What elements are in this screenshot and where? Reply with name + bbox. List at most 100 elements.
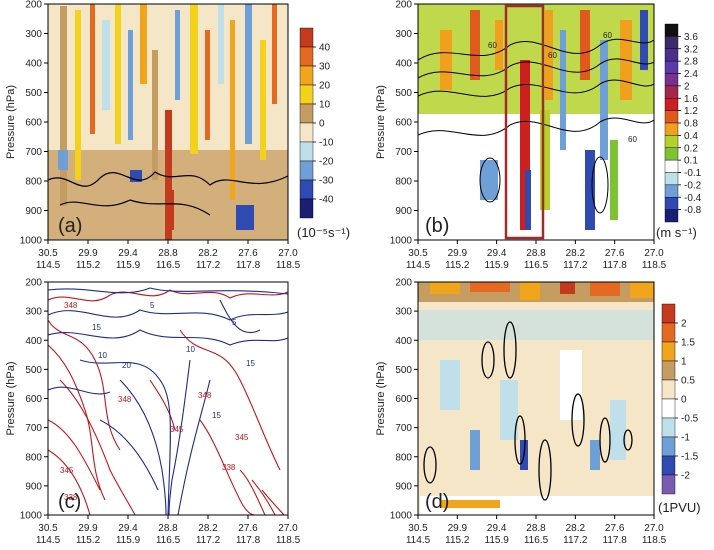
colorbar-tick-label: 0 (681, 395, 687, 406)
panel-b-highlight-box (504, 4, 545, 240)
colorbar-tick-label: -0.4 (684, 193, 702, 204)
panel-c-wind-label-6: 20 (122, 361, 131, 370)
panel-c-label: (c) (58, 491, 81, 513)
x-tick-lon-label: 118.5 (642, 535, 667, 546)
x-tick-lat-label: 29.9 (78, 248, 98, 259)
y-tick-label: 800 (395, 452, 412, 463)
panel-d-label: (d) (425, 491, 449, 513)
x-tick-lat-label: 29.4 (118, 248, 138, 259)
panel-c-wind-label-8: 15 (246, 359, 255, 368)
colorbar-tick-label: 1 (681, 357, 687, 368)
axes: 200300400500600700800900100030.5114.529.… (5, 0, 667, 546)
panel-c: 348 348 348 345 345 345 338 338 5 10 10 … (47, 281, 289, 516)
x-tick-lat-label: 28.8 (526, 523, 546, 534)
colorbar-swatch (299, 198, 314, 219)
x-tick-lon-label: 116.5 (524, 535, 549, 546)
panel-c-wind-label-4: 15 (92, 323, 101, 332)
panel-a: (a) (47, 3, 289, 241)
y-tick-label: 500 (395, 365, 412, 376)
panel-c-theta-label-8: 338 (222, 463, 236, 472)
y-tick-label: 500 (25, 88, 42, 99)
x-tick-lat-label: 30.5 (38, 523, 58, 534)
x-tick-lat-label: 27.6 (238, 523, 258, 534)
panel-d-shading (418, 282, 654, 515)
panel-c-wind-label-3: 10 (186, 345, 195, 354)
y-tick-label: 300 (25, 307, 42, 318)
colorbar-swatch (661, 322, 676, 343)
panel-c-theta-label-1: 348 (64, 301, 78, 310)
colorbar-swatch (664, 23, 679, 37)
colorbar-swatch (299, 84, 314, 105)
panel-c-theta-label-2: 348 (118, 395, 132, 404)
y-tick-label: 900 (395, 481, 412, 492)
x-tick-lat-label: 28.8 (158, 523, 178, 534)
panel-a-label: (a) (58, 215, 82, 237)
x-tick-lat-label: 30.5 (408, 248, 428, 259)
x-tick-lat-label: 27.0 (278, 248, 298, 259)
x-tick-lon-label: 114.5 (406, 260, 431, 271)
colorbar-tick-label: -1 (681, 433, 690, 444)
colorbar-swatch (664, 98, 679, 111)
x-tick-lon-label: 117.2 (563, 535, 588, 546)
y-tick-label: 900 (395, 206, 412, 217)
colorbar-tick-label: -10 (319, 138, 334, 149)
colorbar-tick-label: 2.8 (684, 57, 698, 68)
colorbar-swatch (664, 85, 679, 99)
y-tick-label: 200 (25, 278, 42, 289)
x-tick-lat-label: 29.9 (448, 523, 468, 534)
x-tick-lat-label: 27.0 (278, 523, 298, 534)
colorbar-swatch (661, 341, 676, 362)
panel-c-wind-contours (48, 287, 288, 515)
x-tick-lat-label: 27.6 (605, 523, 625, 534)
y-tick-label: 800 (395, 177, 412, 188)
colorbar-swatch (664, 135, 679, 148)
y-tick-label: 900 (25, 481, 42, 492)
colorbar-tick-label: 40 (319, 43, 331, 54)
y-tick-label: 1000 (390, 511, 413, 522)
colorbar-tick-label: 3.2 (684, 44, 698, 55)
panel-b-contour-label-3: 60 (603, 31, 612, 40)
colorbar-swatch (664, 159, 679, 173)
panel-b-unit: (m s⁻¹) (656, 225, 697, 240)
x-tick-lon-label: 114.5 (36, 260, 61, 271)
panel-b-label: (b) (425, 215, 449, 237)
colorbar-tick-label: -2 (681, 471, 690, 482)
x-tick-lon-label: 116.5 (156, 260, 181, 271)
colorbar-swatch (664, 147, 679, 161)
x-tick-lat-label: 27.6 (605, 248, 625, 259)
colorbar-tick-label: 0.5 (681, 376, 695, 387)
colorbar-swatch (661, 417, 676, 438)
x-tick-lon-label: 115.2 (445, 535, 470, 546)
x-tick-lat-label: 28.2 (198, 248, 218, 259)
panel-b-contour-label-1: 60 (488, 41, 497, 50)
panel-c-theta-label-3: 348 (198, 391, 212, 400)
x-tick-lat-label: 30.5 (408, 523, 428, 534)
x-tick-lon-label: 115.2 (76, 535, 101, 546)
y-tick-label: 200 (395, 0, 412, 11)
colorbar-swatch (299, 65, 314, 86)
y-axis-label: Pressure (hPa) (375, 85, 387, 159)
y-tick-label: 400 (395, 336, 412, 347)
colorbar-tick-label: -0.1 (684, 168, 702, 179)
colorbar-tick-label: 1.2 (684, 106, 698, 117)
colorbar-swatch (299, 160, 314, 181)
colorbar-tick-label: -0.2 (684, 180, 702, 191)
x-tick-lon-label: 115.9 (485, 535, 510, 546)
colorbar-tick-label: -20 (319, 157, 334, 168)
x-tick-lat-label: 29.4 (487, 248, 507, 259)
colorbar-swatch (664, 184, 679, 198)
y-tick-label: 1000 (390, 236, 413, 247)
colorbar-swatch (664, 209, 679, 223)
colorbar-swatch (299, 103, 314, 124)
y-tick-label: 300 (395, 307, 412, 318)
colorbar-swatch (661, 303, 676, 324)
x-tick-lat-label: 30.5 (38, 248, 58, 259)
colorbar-tick-label: 0.8 (684, 119, 698, 130)
panel-c-contours (48, 287, 288, 515)
colorbar-tick-label: 0 (319, 119, 325, 130)
x-tick-lon-label: 117.2 (196, 535, 221, 546)
x-tick-lat-label: 29.9 (78, 523, 98, 534)
y-axis-label: Pressure (hPa) (5, 85, 17, 159)
